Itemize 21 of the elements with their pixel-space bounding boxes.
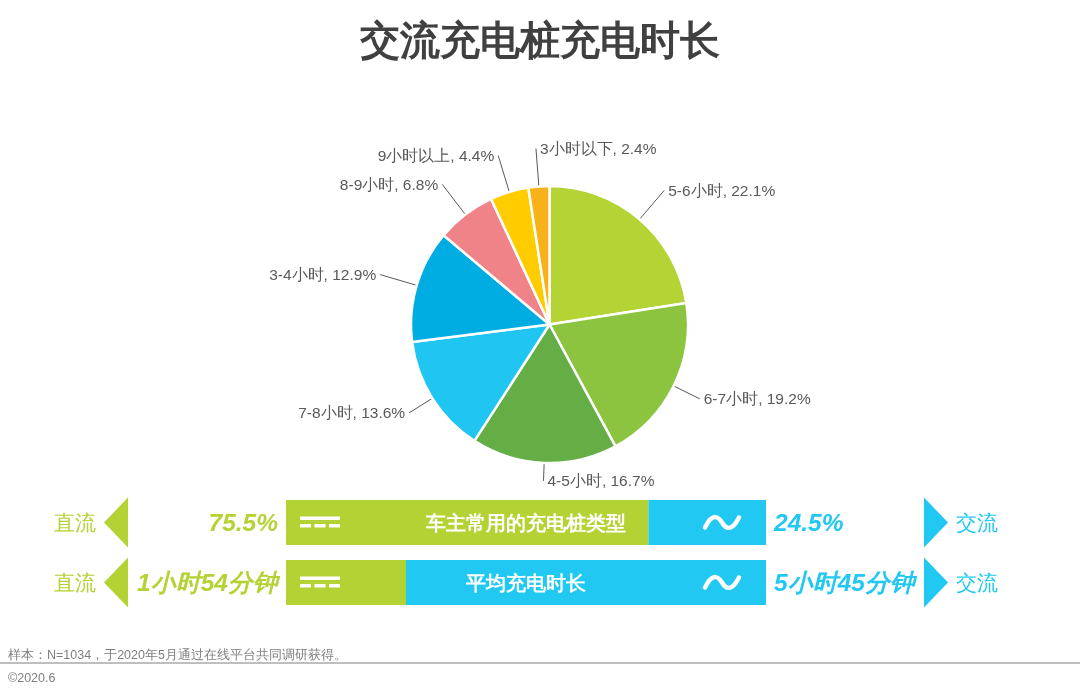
text: 交流 [956,571,998,594]
chart-title: 交流充电桩充电时长 [359,18,720,62]
y-tick-label: 平均充电时长 [465,571,586,594]
slice-label: 5-6小时, 22.1% [668,181,776,199]
text: ©2020.6 [8,671,56,685]
y-tick-label: 车主常用的充电桩类型 [425,511,626,534]
text: 5小时45分钟 [774,569,918,596]
text: 交流 [956,511,998,534]
slice-label: 8-9小时, 6.8% [339,175,439,193]
slice-label: 4-5小时, 16.7% [547,472,655,490]
slice-label: 3-4小时, 12.9% [269,266,377,284]
slice-label: 9小时以上, 4.4% [377,147,495,165]
text: 直流 [54,511,96,534]
text: 直流 [54,571,96,594]
slice-label: 3小时以下, 2.4% [539,140,657,158]
data-label: 24.5% [773,509,844,536]
text: 1小时54分钟 [137,569,281,596]
slice-label: 7-8小时, 13.6% [298,404,406,422]
data-label: 75.5% [208,509,279,536]
text: 样本：N=1034，于2020年5月通过在线平台共同调研获得。 [8,648,347,662]
slice-label: 6-7小时, 19.2% [703,390,811,408]
